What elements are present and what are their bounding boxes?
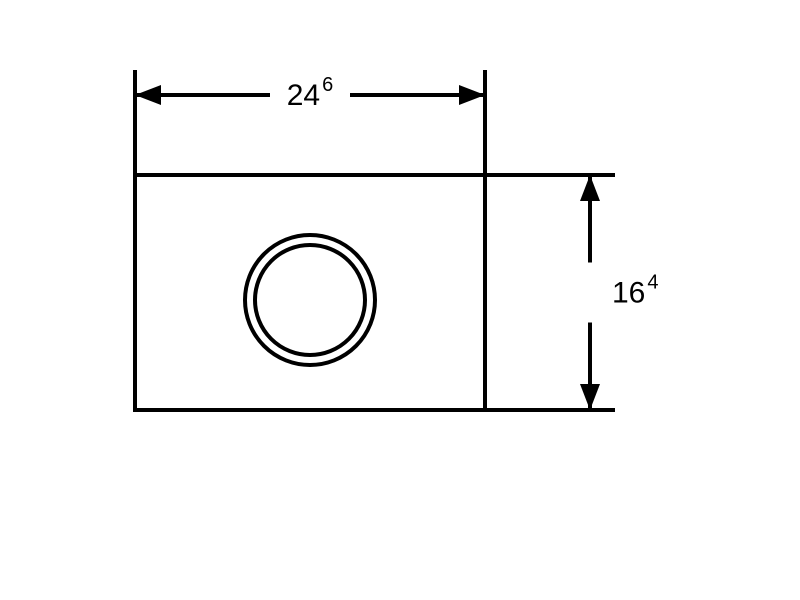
technical-drawing: 246 164 bbox=[0, 0, 800, 600]
button-ring-outer bbox=[245, 235, 375, 365]
button-ring-inner bbox=[255, 245, 365, 355]
dimension-arrowhead bbox=[459, 85, 485, 105]
dimension-label-height: 164 bbox=[612, 272, 659, 310]
dimension-arrowhead bbox=[580, 175, 600, 201]
panel-outline bbox=[135, 175, 485, 410]
dimension-label-width: 246 bbox=[287, 74, 334, 112]
dimension-arrowhead bbox=[580, 384, 600, 410]
dimension-arrowhead bbox=[135, 85, 161, 105]
